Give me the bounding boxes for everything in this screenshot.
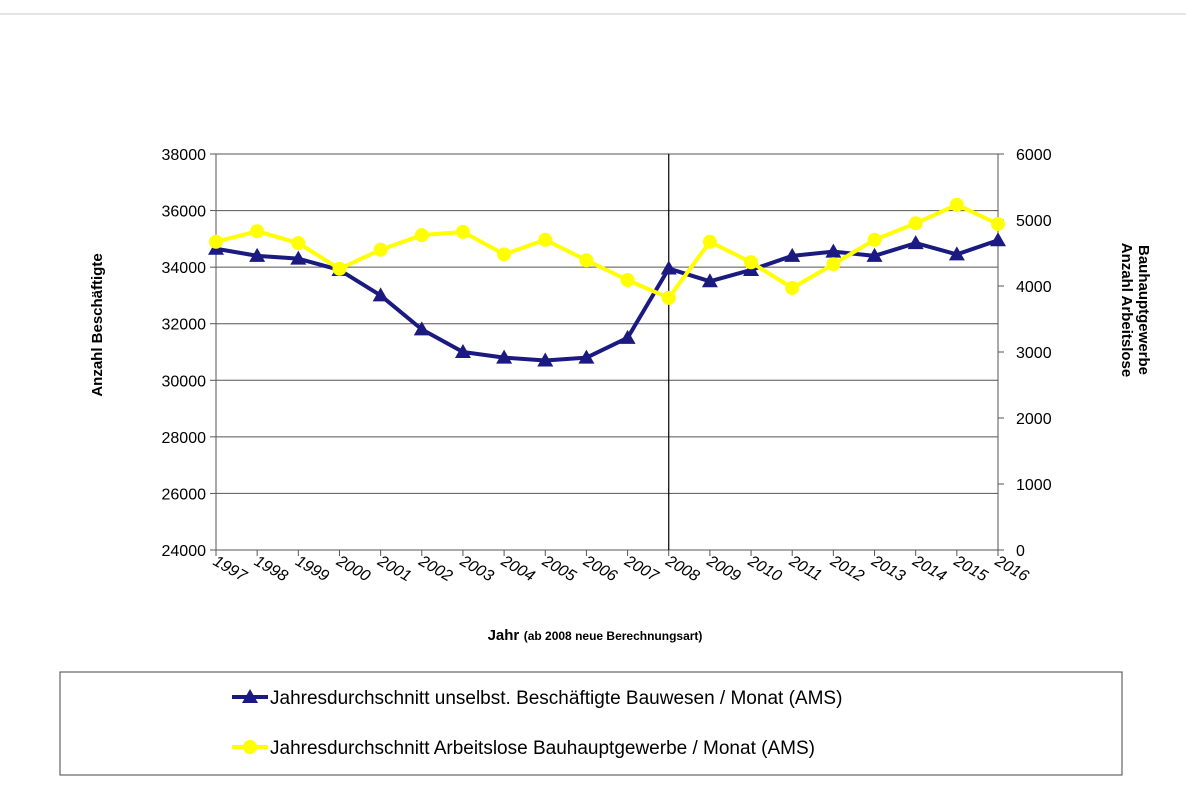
y2-tick-label: 1000 <box>1016 477 1052 494</box>
y2-tick-label: 2000 <box>1016 411 1052 428</box>
series-line <box>215 202 999 300</box>
point <box>744 255 759 270</box>
point <box>990 232 1006 247</box>
x-tick-label: 2007 <box>621 552 662 586</box>
point <box>454 344 471 358</box>
point <box>866 247 883 262</box>
y2-tick-label: 5000 <box>1016 213 1052 230</box>
y2-tick-label: 4000 <box>1016 279 1052 296</box>
point <box>826 257 841 272</box>
point <box>908 216 923 231</box>
y-tick-label: 24000 <box>162 543 207 560</box>
point <box>661 290 676 305</box>
y-axis-title: Anzahl Beschäftigte <box>89 253 106 396</box>
x-axis-title: Jahr (ab 2008 neue Berechnungsart) <box>488 627 703 644</box>
point <box>701 273 718 288</box>
point <box>496 349 513 364</box>
point <box>372 287 389 302</box>
point <box>373 242 388 257</box>
point <box>620 273 635 288</box>
y-tick-label: 30000 <box>162 373 207 390</box>
point <box>660 260 677 275</box>
x-tick-label: 2014 <box>909 552 949 585</box>
x-tick-label: 2011 <box>785 552 824 584</box>
y-tick-label: 28000 <box>162 430 207 447</box>
point <box>867 232 882 247</box>
x-tick-label: 2002 <box>415 552 455 585</box>
x-tick-label: 2008 <box>662 552 702 585</box>
y2-tick-label: 6000 <box>1016 147 1052 164</box>
x-tick-label: 2013 <box>868 552 908 585</box>
x-tick-label: 2015 <box>950 552 990 585</box>
x-tick-label: 2016 <box>991 552 1031 585</box>
point <box>949 197 964 212</box>
point <box>784 247 801 262</box>
series-line <box>215 238 999 363</box>
point <box>579 253 594 268</box>
point <box>825 243 842 258</box>
point <box>537 352 554 367</box>
y-tick-label: 38000 <box>162 147 207 164</box>
point <box>538 232 553 247</box>
y-tick-label: 36000 <box>162 204 207 221</box>
x-tick-label: 2005 <box>538 552 578 585</box>
y2-axis-title: Bauhauptgewerbe <box>1135 245 1152 375</box>
point <box>332 261 347 276</box>
x-tick-label: 2009 <box>703 552 743 585</box>
point <box>497 247 512 262</box>
point <box>991 216 1005 231</box>
x-tick-label: 2010 <box>744 552 784 585</box>
x-tick-label: 2001 <box>374 552 414 585</box>
x-axis-title-main: Jahr <box>488 627 520 644</box>
legend-label: Jahresdurchschnitt unselbst. Beschäftigt… <box>270 688 842 709</box>
y2-axis-title: Anzahl Arbeitslose <box>1118 243 1135 377</box>
point <box>948 246 965 261</box>
point <box>785 280 800 295</box>
point <box>414 228 429 243</box>
x-tick-label: 2006 <box>580 552 620 585</box>
legend-marker <box>242 689 258 703</box>
x-tick-label: 1998 <box>251 553 290 586</box>
point <box>249 247 266 262</box>
x-tick-label: 2000 <box>333 552 373 585</box>
point <box>455 224 470 239</box>
y-tick-label: 32000 <box>162 317 207 334</box>
x-axis-title-note: (ab 2008 neue Berechnungsart) <box>524 629 703 643</box>
point <box>578 349 595 364</box>
point <box>290 250 307 265</box>
y2-tick-label: 0 <box>1016 543 1025 560</box>
x-tick-label: 2012 <box>827 552 867 585</box>
x-tick-label: 1999 <box>292 553 331 586</box>
point <box>250 224 265 239</box>
point <box>291 236 306 251</box>
x-tick-label: 2003 <box>456 552 496 585</box>
point <box>413 321 430 336</box>
x-tick-label: 1997 <box>210 553 250 586</box>
legend-marker <box>243 740 257 754</box>
point <box>702 234 717 249</box>
y-tick-label: 34000 <box>162 260 207 277</box>
legend-box <box>59 671 1123 776</box>
point <box>619 329 636 344</box>
y2-tick-label: 3000 <box>1016 345 1052 362</box>
x-tick-label: 2004 <box>497 552 537 585</box>
point <box>907 235 924 250</box>
y-tick-label: 26000 <box>162 486 207 503</box>
legend-label: Jahresdurchschnitt Arbeitslose Bauhauptg… <box>270 738 815 759</box>
point <box>209 234 223 249</box>
